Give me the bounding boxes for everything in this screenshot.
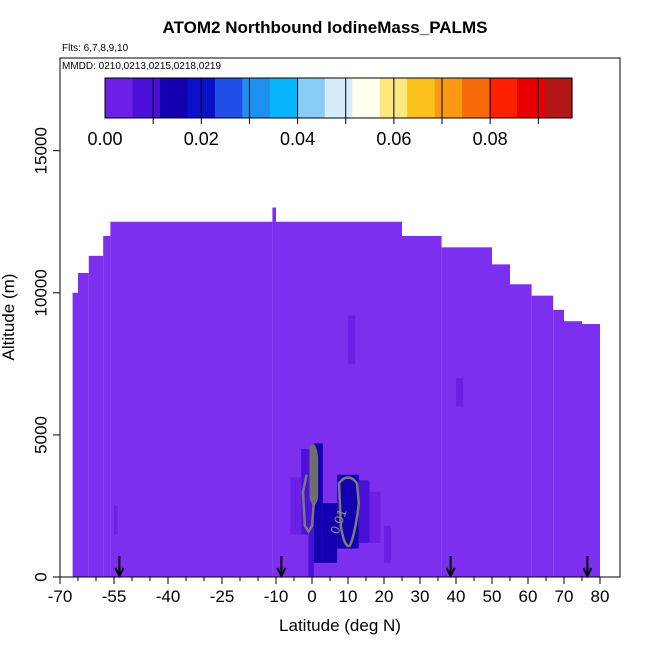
x-tick-label-11: 60 bbox=[519, 587, 538, 606]
colorbar-swatch-14 bbox=[489, 78, 518, 118]
colorbar-swatch-0 bbox=[105, 78, 134, 118]
colorbar-swatch-2 bbox=[159, 78, 189, 118]
data-cell-11 bbox=[114, 505, 118, 535]
y-tick-label-2: 10000 bbox=[31, 269, 50, 316]
y-tick-label-3: 15000 bbox=[31, 127, 50, 174]
x-tick-label-9: 40 bbox=[447, 587, 466, 606]
data-cell-9 bbox=[384, 525, 392, 563]
colorbar-swatch-4 bbox=[214, 78, 243, 118]
colorbar-swatch-7 bbox=[297, 78, 326, 118]
dates-note: MMDD: 0210,0213,0215,0218,0219 bbox=[62, 61, 222, 72]
data-column-2 bbox=[88, 255, 104, 577]
colorbar-swatch-13 bbox=[462, 78, 491, 118]
data-column-4 bbox=[110, 221, 273, 577]
colorbar-swatch-9 bbox=[352, 78, 381, 118]
data-column-10 bbox=[510, 284, 532, 577]
data-cell-0 bbox=[308, 449, 314, 577]
x-tick-label-0: -70 bbox=[48, 587, 73, 606]
data-column-11 bbox=[531, 295, 554, 577]
y-tick-label-1: 5000 bbox=[31, 416, 50, 454]
colorbar-swatch-16 bbox=[544, 78, 573, 118]
data-cell-1 bbox=[313, 443, 323, 563]
x-tick-label-5: 0 bbox=[307, 587, 316, 606]
data-column-9 bbox=[492, 264, 510, 577]
latitude-arrow-0 bbox=[114, 556, 125, 579]
data-cell-10 bbox=[456, 378, 464, 407]
contour-line-west bbox=[301, 474, 316, 534]
contour-filled-core bbox=[309, 444, 319, 506]
latitude-arrow-1 bbox=[276, 556, 287, 579]
data-column-1 bbox=[78, 272, 89, 577]
data-column-14 bbox=[582, 324, 600, 577]
colorbar-frame bbox=[104, 77, 573, 119]
latitude-arrow-3 bbox=[582, 556, 593, 579]
data-cell-5 bbox=[301, 449, 309, 535]
x-tick-label-13: 80 bbox=[591, 587, 610, 606]
latitude-arrow-2 bbox=[445, 556, 456, 579]
x-tick-label-12: 70 bbox=[555, 587, 574, 606]
x-tick-label-4: -10 bbox=[264, 587, 289, 606]
colorbar-swatch-1 bbox=[132, 78, 161, 118]
data-cell-7 bbox=[369, 491, 381, 543]
x-tick-label-3: -25 bbox=[210, 587, 235, 606]
data-cell-6 bbox=[290, 477, 302, 535]
colorbar-tick-label-1: 0.02 bbox=[184, 129, 219, 149]
data-cell-2 bbox=[322, 503, 338, 563]
data-column-12 bbox=[553, 309, 564, 577]
data-column-3 bbox=[103, 235, 111, 577]
colorbar-swatch-8 bbox=[324, 78, 353, 118]
data-column-8 bbox=[441, 247, 492, 577]
plot-frame bbox=[59, 57, 621, 578]
colorbar-tick-label-2: 0.04 bbox=[280, 129, 315, 149]
chart-title: ATOM2 Northbound IodineMass_PALMS bbox=[162, 18, 488, 37]
data-column-0 bbox=[72, 292, 78, 577]
contour-line-east bbox=[337, 476, 361, 548]
x-tick-label-2: -40 bbox=[156, 587, 181, 606]
flights-note: Flts: 6,7,8,9,10 bbox=[62, 43, 129, 54]
x-axis-label: Latitude (deg N) bbox=[279, 616, 401, 635]
colorbar-swatch-11 bbox=[407, 78, 436, 118]
y-tick-label-0: 0 bbox=[31, 572, 50, 581]
x-tick-label-7: 20 bbox=[375, 587, 394, 606]
colorbar-tick-label-4: 0.08 bbox=[473, 129, 508, 149]
colorbar-swatch-6 bbox=[269, 78, 298, 118]
x-tick-label-10: 50 bbox=[483, 587, 502, 606]
y-axis-label: Altitude (m) bbox=[0, 274, 18, 361]
data-column-7 bbox=[402, 235, 442, 577]
colorbar-swatch-15 bbox=[517, 78, 546, 118]
x-tick-label-6: 10 bbox=[339, 587, 358, 606]
x-tick-label-1: -55 bbox=[102, 587, 127, 606]
colorbar-tick-label-0: 0.00 bbox=[87, 129, 122, 149]
data-cell-4 bbox=[358, 480, 370, 543]
data-column-5 bbox=[272, 207, 276, 578]
colorbar-swatch-5 bbox=[242, 78, 271, 118]
data-cell-8 bbox=[348, 315, 356, 364]
colorbar-swatch-12 bbox=[434, 78, 463, 118]
x-tick-label-8: 30 bbox=[411, 587, 430, 606]
data-column-13 bbox=[564, 321, 582, 577]
colorbar-tick-label-3: 0.06 bbox=[376, 129, 411, 149]
